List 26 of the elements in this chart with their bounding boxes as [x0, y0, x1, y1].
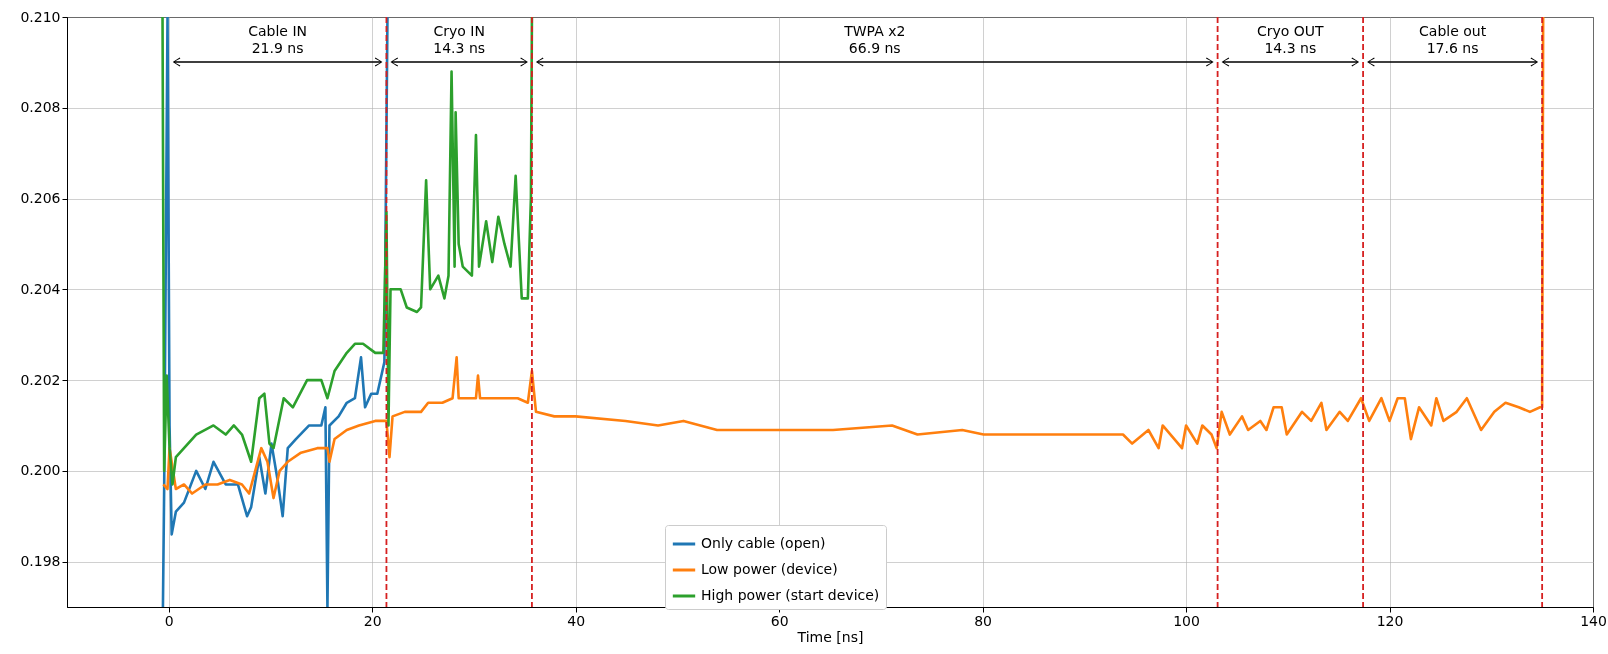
legend-label: Low power (device)	[701, 561, 838, 577]
line-series	[161, 17, 534, 486]
x-axis-title: Time [ns]	[796, 628, 864, 645]
y-tick-label: 0.200	[20, 462, 61, 479]
x-tick-label: 120	[1376, 612, 1404, 629]
annotation: Cable out 17.6 ns	[1419, 23, 1487, 56]
x-tick-label: 60	[770, 612, 789, 629]
y-tick-label: 0.206	[20, 190, 61, 207]
y-tick-label: 0.208	[20, 99, 61, 116]
x-tick-label: 140	[1580, 612, 1607, 629]
x-tick-label: 40	[567, 612, 586, 629]
annotation: Cryo IN 14.3 ns	[433, 23, 486, 56]
x-tick-label: 0	[164, 612, 174, 629]
y-tick-label: 0.210	[20, 8, 61, 25]
y-tick-label: 0.198	[20, 553, 61, 570]
y-tick-label: 0.204	[20, 280, 61, 297]
x-tick-label: 80	[974, 612, 993, 629]
line-series	[162, 17, 1545, 500]
annotation: TWPA x2 66.9 ns	[843, 23, 906, 56]
x-tick-label: 100	[1173, 612, 1200, 629]
legend-label: Only cable (open)	[701, 535, 826, 551]
annotation: Cable IN 21.9 ns	[248, 23, 307, 56]
y-tick-label: 0.202	[20, 371, 61, 388]
legend-label: High power (start device)	[701, 587, 880, 603]
x-tick-label: 20	[363, 612, 382, 629]
annotation: Cryo OUT 14.3 ns	[1257, 23, 1325, 56]
